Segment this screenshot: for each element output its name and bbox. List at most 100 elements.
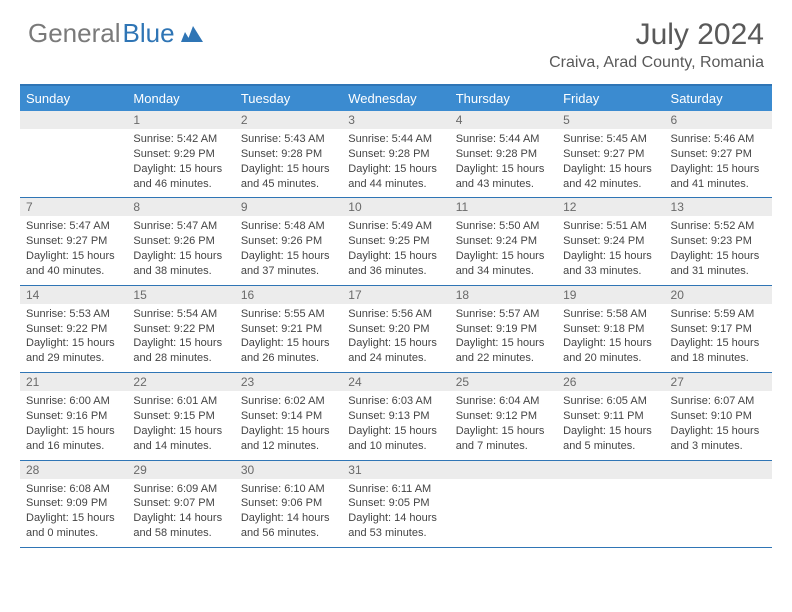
day-header: Sunday: [20, 86, 127, 111]
daylight-text: Daylight: 15 hours and 12 minutes.: [241, 424, 336, 454]
day-cell: 15Sunrise: 5:54 AMSunset: 9:22 PMDayligh…: [127, 286, 234, 372]
day-detail: Sunrise: 5:44 AMSunset: 9:28 PMDaylight:…: [342, 129, 449, 197]
sunset-text: Sunset: 9:09 PM: [26, 496, 121, 511]
day-cell: 26Sunrise: 6:05 AMSunset: 9:11 PMDayligh…: [557, 373, 664, 459]
sunrise-text: Sunrise: 6:11 AM: [348, 482, 443, 497]
day-cell: 25Sunrise: 6:04 AMSunset: 9:12 PMDayligh…: [450, 373, 557, 459]
day-number: 16: [235, 286, 342, 304]
day-cell: 24Sunrise: 6:03 AMSunset: 9:13 PMDayligh…: [342, 373, 449, 459]
sunset-text: Sunset: 9:17 PM: [671, 322, 766, 337]
sunset-text: Sunset: 9:25 PM: [348, 234, 443, 249]
sunset-text: Sunset: 9:19 PM: [456, 322, 551, 337]
sunrise-text: Sunrise: 5:59 AM: [671, 307, 766, 322]
sunset-text: Sunset: 9:18 PM: [563, 322, 658, 337]
daylight-text: Daylight: 15 hours and 34 minutes.: [456, 249, 551, 279]
sunrise-text: Sunrise: 5:46 AM: [671, 132, 766, 147]
daylight-text: Daylight: 15 hours and 46 minutes.: [133, 162, 228, 192]
day-header: Monday: [127, 86, 234, 111]
sunrise-text: Sunrise: 5:48 AM: [241, 219, 336, 234]
sunrise-text: Sunrise: 5:45 AM: [563, 132, 658, 147]
daylight-text: Daylight: 15 hours and 31 minutes.: [671, 249, 766, 279]
day-number: 9: [235, 198, 342, 216]
daylight-text: Daylight: 15 hours and 10 minutes.: [348, 424, 443, 454]
month-title: July 2024: [549, 18, 764, 52]
day-number: 17: [342, 286, 449, 304]
sunset-text: Sunset: 9:21 PM: [241, 322, 336, 337]
day-number: 5: [557, 111, 664, 129]
daylight-text: Daylight: 15 hours and 28 minutes.: [133, 336, 228, 366]
sunrise-text: Sunrise: 6:08 AM: [26, 482, 121, 497]
day-cell: 4Sunrise: 5:44 AMSunset: 9:28 PMDaylight…: [450, 111, 557, 197]
day-cell: 22Sunrise: 6:01 AMSunset: 9:15 PMDayligh…: [127, 373, 234, 459]
title-block: July 2024 Craiva, Arad County, Romania: [549, 18, 764, 72]
week-row: 21Sunrise: 6:00 AMSunset: 9:16 PMDayligh…: [20, 373, 772, 460]
sunset-text: Sunset: 9:22 PM: [26, 322, 121, 337]
day-number: 6: [665, 111, 772, 129]
sunset-text: Sunset: 9:07 PM: [133, 496, 228, 511]
day-cell: 11Sunrise: 5:50 AMSunset: 9:24 PMDayligh…: [450, 198, 557, 284]
day-cell: 19Sunrise: 5:58 AMSunset: 9:18 PMDayligh…: [557, 286, 664, 372]
day-cell: [665, 461, 772, 547]
day-number: 12: [557, 198, 664, 216]
day-cell: 14Sunrise: 5:53 AMSunset: 9:22 PMDayligh…: [20, 286, 127, 372]
sunset-text: Sunset: 9:20 PM: [348, 322, 443, 337]
day-detail: Sunrise: 6:09 AMSunset: 9:07 PMDaylight:…: [127, 479, 234, 547]
sunrise-text: Sunrise: 5:49 AM: [348, 219, 443, 234]
sunset-text: Sunset: 9:24 PM: [456, 234, 551, 249]
day-detail: Sunrise: 6:04 AMSunset: 9:12 PMDaylight:…: [450, 391, 557, 459]
day-number: 11: [450, 198, 557, 216]
sunrise-text: Sunrise: 6:05 AM: [563, 394, 658, 409]
day-number: 20: [665, 286, 772, 304]
sunrise-text: Sunrise: 6:01 AM: [133, 394, 228, 409]
daylight-text: Daylight: 15 hours and 14 minutes.: [133, 424, 228, 454]
day-number: 30: [235, 461, 342, 479]
sunrise-text: Sunrise: 5:57 AM: [456, 307, 551, 322]
daylight-text: Daylight: 15 hours and 43 minutes.: [456, 162, 551, 192]
day-cell: 1Sunrise: 5:42 AMSunset: 9:29 PMDaylight…: [127, 111, 234, 197]
day-detail: Sunrise: 6:03 AMSunset: 9:13 PMDaylight:…: [342, 391, 449, 459]
day-cell: 21Sunrise: 6:00 AMSunset: 9:16 PMDayligh…: [20, 373, 127, 459]
day-detail: Sunrise: 5:47 AMSunset: 9:26 PMDaylight:…: [127, 216, 234, 284]
day-cell: 13Sunrise: 5:52 AMSunset: 9:23 PMDayligh…: [665, 198, 772, 284]
day-detail: Sunrise: 5:54 AMSunset: 9:22 PMDaylight:…: [127, 304, 234, 372]
daylight-text: Daylight: 15 hours and 37 minutes.: [241, 249, 336, 279]
day-detail: Sunrise: 5:52 AMSunset: 9:23 PMDaylight:…: [665, 216, 772, 284]
week-row: 14Sunrise: 5:53 AMSunset: 9:22 PMDayligh…: [20, 286, 772, 373]
daylight-text: Daylight: 15 hours and 22 minutes.: [456, 336, 551, 366]
day-number: 29: [127, 461, 234, 479]
day-cell: 2Sunrise: 5:43 AMSunset: 9:28 PMDaylight…: [235, 111, 342, 197]
day-number: 7: [20, 198, 127, 216]
daylight-text: Daylight: 15 hours and 45 minutes.: [241, 162, 336, 192]
day-number: 21: [20, 373, 127, 391]
sunset-text: Sunset: 9:12 PM: [456, 409, 551, 424]
day-cell: 3Sunrise: 5:44 AMSunset: 9:28 PMDaylight…: [342, 111, 449, 197]
sunset-text: Sunset: 9:14 PM: [241, 409, 336, 424]
day-header: Thursday: [450, 86, 557, 111]
flag-icon: [181, 26, 203, 47]
day-number: [557, 461, 664, 479]
daylight-text: Daylight: 15 hours and 7 minutes.: [456, 424, 551, 454]
week-row: 1Sunrise: 5:42 AMSunset: 9:29 PMDaylight…: [20, 111, 772, 198]
sunrise-text: Sunrise: 5:53 AM: [26, 307, 121, 322]
day-number: [20, 111, 127, 129]
day-detail: Sunrise: 5:56 AMSunset: 9:20 PMDaylight:…: [342, 304, 449, 372]
sunset-text: Sunset: 9:23 PM: [671, 234, 766, 249]
daylight-text: Daylight: 14 hours and 56 minutes.: [241, 511, 336, 541]
day-detail: Sunrise: 6:05 AMSunset: 9:11 PMDaylight:…: [557, 391, 664, 459]
day-detail: Sunrise: 5:47 AMSunset: 9:27 PMDaylight:…: [20, 216, 127, 284]
day-detail: Sunrise: 5:48 AMSunset: 9:26 PMDaylight:…: [235, 216, 342, 284]
sunset-text: Sunset: 9:13 PM: [348, 409, 443, 424]
sunrise-text: Sunrise: 5:44 AM: [456, 132, 551, 147]
day-detail: Sunrise: 5:55 AMSunset: 9:21 PMDaylight:…: [235, 304, 342, 372]
daylight-text: Daylight: 15 hours and 44 minutes.: [348, 162, 443, 192]
sunrise-text: Sunrise: 6:00 AM: [26, 394, 121, 409]
day-detail: Sunrise: 5:51 AMSunset: 9:24 PMDaylight:…: [557, 216, 664, 284]
day-cell: 9Sunrise: 5:48 AMSunset: 9:26 PMDaylight…: [235, 198, 342, 284]
day-detail: Sunrise: 5:43 AMSunset: 9:28 PMDaylight:…: [235, 129, 342, 197]
daylight-text: Daylight: 15 hours and 20 minutes.: [563, 336, 658, 366]
day-detail: Sunrise: 6:00 AMSunset: 9:16 PMDaylight:…: [20, 391, 127, 459]
location-text: Craiva, Arad County, Romania: [549, 54, 764, 72]
sunset-text: Sunset: 9:15 PM: [133, 409, 228, 424]
day-cell: 5Sunrise: 5:45 AMSunset: 9:27 PMDaylight…: [557, 111, 664, 197]
daylight-text: Daylight: 15 hours and 3 minutes.: [671, 424, 766, 454]
